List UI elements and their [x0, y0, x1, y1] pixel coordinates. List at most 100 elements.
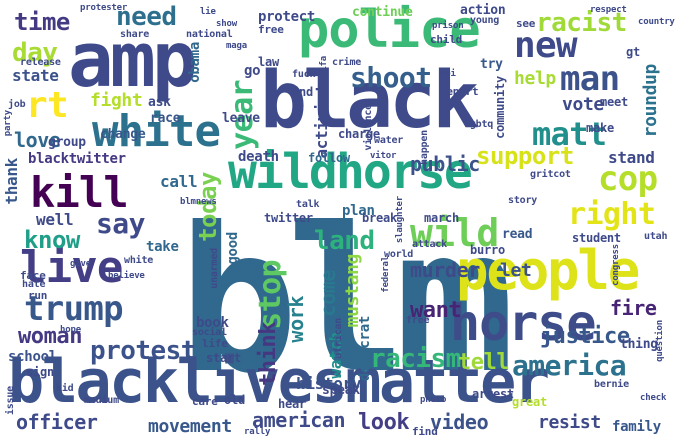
word-charge: charge: [338, 127, 380, 141]
word-child: child: [430, 33, 463, 46]
word-hope: hope: [60, 325, 81, 335]
word-antifa: antifa: [319, 56, 329, 88]
word-right: right: [568, 197, 656, 232]
word-social: social: [192, 327, 227, 338]
word-young: young: [470, 15, 500, 26]
word-man: man: [560, 59, 620, 99]
word-obama: obama: [187, 42, 203, 83]
word-check: check: [640, 393, 667, 403]
word-thank: thank: [2, 158, 21, 205]
word-death: death: [238, 149, 279, 165]
word-blmnews: blmnews: [180, 197, 217, 207]
word-run: run: [28, 289, 48, 302]
word-federal: federal: [381, 256, 391, 293]
word-free-2: free: [406, 315, 430, 326]
word-stop: stop: [253, 260, 288, 330]
word-march: march: [424, 211, 459, 225]
word-time: time: [14, 8, 70, 36]
word-break: break: [362, 211, 397, 225]
word-kid: kid: [56, 383, 74, 394]
word-history: history: [296, 374, 362, 393]
word-plan: plan: [342, 203, 375, 219]
word-go: go: [244, 63, 261, 79]
word-photo: photo: [420, 395, 447, 405]
word-know: know: [24, 226, 80, 254]
word-utah: utah: [644, 231, 668, 242]
word-need: need: [116, 2, 177, 32]
word-find: find: [412, 425, 438, 438]
word-protester: protester: [80, 3, 128, 13]
word-slaughter: slaughter: [395, 196, 405, 244]
word-state: state: [12, 66, 59, 85]
word-maga: maga: [226, 41, 247, 51]
word-ask: ask: [148, 95, 171, 110]
word-give: give: [70, 259, 91, 269]
word-end: end: [292, 85, 313, 99]
word-release: release: [20, 57, 61, 68]
word-free: free: [258, 23, 284, 36]
word-protest: protest: [90, 336, 196, 366]
word-care: care: [192, 395, 218, 408]
word-african: african: [333, 318, 344, 359]
word-old: old: [224, 393, 245, 407]
word-look: look: [358, 410, 410, 435]
word-share: share: [120, 29, 150, 40]
word-country: country: [638, 17, 675, 27]
word-let: let: [500, 260, 532, 281]
word-continue: continue: [352, 5, 413, 20]
word-roundup: roundup: [640, 64, 661, 138]
word-start: start: [206, 351, 241, 365]
word-read: read: [502, 227, 533, 242]
word-school: school: [8, 349, 57, 365]
word-good: good: [225, 232, 241, 265]
word-hate: hate: [22, 279, 46, 290]
word-try: try: [480, 57, 503, 72]
word-bernie: bernie: [594, 379, 629, 390]
word-attack: attack: [412, 239, 447, 250]
word-follow: follow: [308, 151, 350, 165]
word-wildhorse: wildhorse: [228, 144, 473, 200]
word-world: world: [384, 249, 414, 260]
word-water: water: [374, 135, 404, 146]
word-racism: racism: [370, 344, 461, 374]
word-blacktwitter: blacktwitter: [28, 151, 126, 167]
word-vitor: vitor: [370, 151, 397, 161]
word-day: day: [12, 38, 58, 68]
word-america: america: [512, 349, 627, 382]
word-job: job: [8, 99, 26, 110]
word-prison: prison: [432, 21, 464, 31]
word-stand: stand: [608, 148, 655, 167]
word-new: new: [514, 25, 578, 66]
word-happen: happen: [419, 130, 430, 165]
word-life: life: [202, 337, 228, 350]
word-american: american: [252, 408, 346, 432]
word-issue: issue: [5, 386, 16, 416]
word-people: people: [456, 239, 640, 302]
word-think: think: [256, 322, 281, 387]
word-talk: talk: [296, 199, 320, 210]
word-leave: leave: [222, 111, 260, 126]
word-family: family: [612, 419, 661, 435]
word-thing: thing: [620, 337, 658, 352]
word-woman: woman: [18, 324, 83, 349]
word-gritcot: gritcot: [530, 169, 571, 180]
word-public: public: [410, 152, 480, 176]
word-wild: wild: [410, 211, 499, 255]
word-amp: amp: [68, 15, 198, 104]
word-fbi: fbi: [440, 69, 456, 79]
word-movement: movement: [148, 416, 232, 437]
word-fire: fire: [610, 296, 657, 320]
word-work: work: [284, 296, 308, 343]
word-protect: protect: [258, 9, 316, 25]
word-speak: speak: [322, 383, 360, 398]
word-national: national: [186, 29, 233, 40]
word-come: come: [316, 270, 340, 317]
word-cop: cop: [598, 159, 658, 199]
word-action: action: [460, 3, 506, 18]
word-help: help: [514, 68, 556, 89]
word-well: well: [36, 210, 74, 229]
word-meet: meet: [600, 95, 628, 109]
word-arrest: arrest: [472, 387, 514, 401]
word-say: say: [96, 207, 145, 240]
word-take: take: [146, 239, 179, 255]
